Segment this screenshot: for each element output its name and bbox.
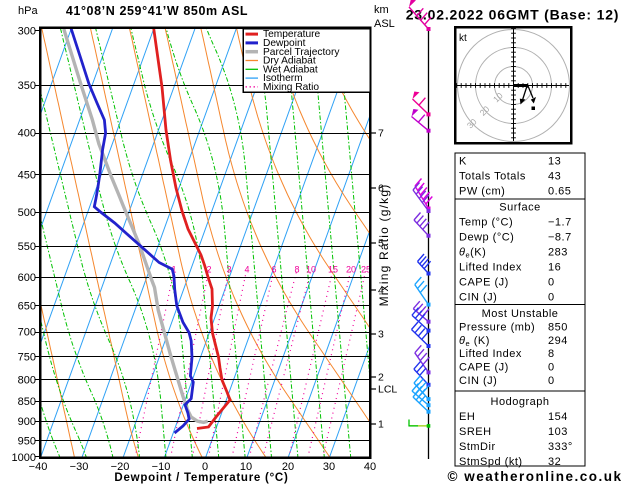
svg-text:© weatheronline.co.uk: © weatheronline.co.uk: [448, 469, 623, 484]
svg-text:Dewpoint: Dewpoint: [263, 38, 306, 49]
svg-text:Isotherm: Isotherm: [263, 73, 303, 84]
svg-text:Surface: Surface: [499, 202, 540, 214]
svg-text:Hodograph: Hodograph: [491, 396, 550, 408]
svg-text:2: 2: [206, 265, 211, 275]
svg-text:0.65: 0.65: [548, 186, 571, 198]
svg-text:Pressure (mb): Pressure (mb): [459, 321, 535, 333]
svg-text:5: 5: [378, 238, 384, 250]
svg-text:300: 300: [18, 26, 36, 38]
svg-text:600: 600: [18, 272, 36, 284]
svg-text:10: 10: [240, 461, 252, 473]
svg-text:8: 8: [548, 348, 555, 360]
svg-text:CAPE (J): CAPE (J): [459, 277, 509, 289]
svg-text:ASL: ASL: [374, 18, 395, 30]
svg-text:550: 550: [18, 241, 36, 253]
svg-text:3: 3: [378, 329, 384, 341]
svg-text:3: 3: [226, 265, 231, 275]
svg-text:1: 1: [171, 265, 176, 275]
svg-text:154: 154: [548, 411, 568, 423]
svg-text:kt: kt: [459, 33, 467, 44]
svg-text:StmDir: StmDir: [459, 441, 496, 453]
svg-text:km: km: [374, 4, 389, 16]
svg-text:850: 850: [548, 321, 568, 333]
svg-text:20: 20: [282, 461, 294, 473]
svg-text:25: 25: [361, 265, 371, 275]
svg-text:1: 1: [378, 419, 384, 431]
svg-text:333°: 333°: [548, 441, 573, 453]
svg-text:Wet Adiabat: Wet Adiabat: [263, 64, 318, 75]
svg-text:103: 103: [548, 426, 568, 438]
svg-text:650: 650: [18, 300, 36, 312]
svg-text:Dewp (°C): Dewp (°C): [459, 232, 514, 244]
svg-text:43: 43: [548, 171, 561, 183]
svg-text:23.02.2022 06GMT (Base: 12): 23.02.2022 06GMT (Base: 12): [406, 7, 620, 23]
svg-text:Lifted Index: Lifted Index: [459, 262, 522, 274]
svg-text:Parcel Trajectory: Parcel Trajectory: [263, 47, 340, 58]
svg-text:8: 8: [294, 265, 299, 275]
svg-text:LCL: LCL: [378, 384, 397, 396]
svg-text:PW (cm): PW (cm): [459, 186, 505, 198]
svg-text:0: 0: [548, 375, 555, 387]
svg-text:Totals Totals: Totals Totals: [459, 171, 526, 183]
svg-text:−30: −30: [70, 461, 89, 473]
svg-text:10: 10: [306, 265, 316, 275]
svg-text:6: 6: [378, 183, 384, 195]
svg-text:350: 350: [18, 80, 36, 92]
svg-text:0: 0: [548, 277, 555, 289]
svg-text:Most Unstable: Most Unstable: [482, 308, 559, 320]
svg-text:15: 15: [328, 265, 338, 275]
svg-text:40: 40: [364, 461, 376, 473]
svg-text:283: 283: [548, 247, 568, 259]
svg-text:Temperature: Temperature: [263, 29, 321, 40]
svg-text:400: 400: [18, 128, 36, 140]
svg-text:CAPE (J): CAPE (J): [459, 362, 509, 374]
svg-text:7: 7: [378, 128, 384, 140]
svg-text:2: 2: [378, 372, 384, 384]
svg-text:20: 20: [346, 265, 356, 275]
svg-text:−10: −10: [152, 461, 171, 473]
svg-text:K: K: [459, 156, 467, 168]
svg-text:0: 0: [548, 362, 555, 374]
svg-text:SREH: SREH: [459, 426, 492, 438]
svg-text:450: 450: [18, 170, 36, 182]
svg-text:750: 750: [18, 351, 36, 363]
svg-text:Dewpoint / Temperature (°C): Dewpoint / Temperature (°C): [114, 472, 288, 484]
svg-text:Lifted Index: Lifted Index: [459, 348, 522, 360]
svg-text:−20: −20: [111, 461, 130, 473]
svg-text:EH: EH: [459, 411, 475, 423]
svg-text:Dry Adiabat: Dry Adiabat: [263, 56, 316, 67]
svg-text:900: 900: [18, 416, 36, 428]
svg-text:6: 6: [271, 265, 276, 275]
svg-text:500: 500: [18, 207, 36, 219]
svg-text:700: 700: [18, 327, 36, 339]
svg-text:θe(K): θe(K): [459, 247, 486, 260]
svg-text:16: 16: [548, 262, 561, 274]
svg-text:StmSpd (kt): StmSpd (kt): [459, 456, 523, 468]
svg-text:CIN (J): CIN (J): [459, 375, 497, 387]
svg-text:4: 4: [244, 265, 249, 275]
svg-text:hPa: hPa: [18, 5, 38, 17]
svg-text:294: 294: [548, 335, 568, 347]
svg-text:Temp (°C): Temp (°C): [459, 217, 513, 229]
svg-text:0: 0: [548, 292, 555, 304]
svg-text:4: 4: [378, 285, 384, 297]
svg-text:Mixing Ratio (g/kg): Mixing Ratio (g/kg): [377, 184, 391, 307]
svg-text:850: 850: [18, 396, 36, 408]
svg-text:Mixing Ratio: Mixing Ratio: [263, 82, 319, 93]
svg-text:32: 32: [548, 456, 561, 468]
svg-text:θe (K): θe (K): [459, 335, 490, 348]
svg-text:41°08’N 259°41’W 850m ASL: 41°08’N 259°41’W 850m ASL: [66, 4, 248, 18]
svg-text:−1.7: −1.7: [548, 217, 572, 229]
svg-text:CIN (J): CIN (J): [459, 292, 497, 304]
svg-text:1000: 1000: [12, 452, 36, 464]
svg-text:30: 30: [323, 461, 335, 473]
svg-text:950: 950: [18, 435, 36, 447]
svg-text:−8.7: −8.7: [548, 232, 572, 244]
svg-text:−40: −40: [29, 461, 48, 473]
svg-text:800: 800: [18, 374, 36, 386]
svg-text:13: 13: [548, 156, 561, 168]
svg-text:0: 0: [202, 461, 208, 473]
